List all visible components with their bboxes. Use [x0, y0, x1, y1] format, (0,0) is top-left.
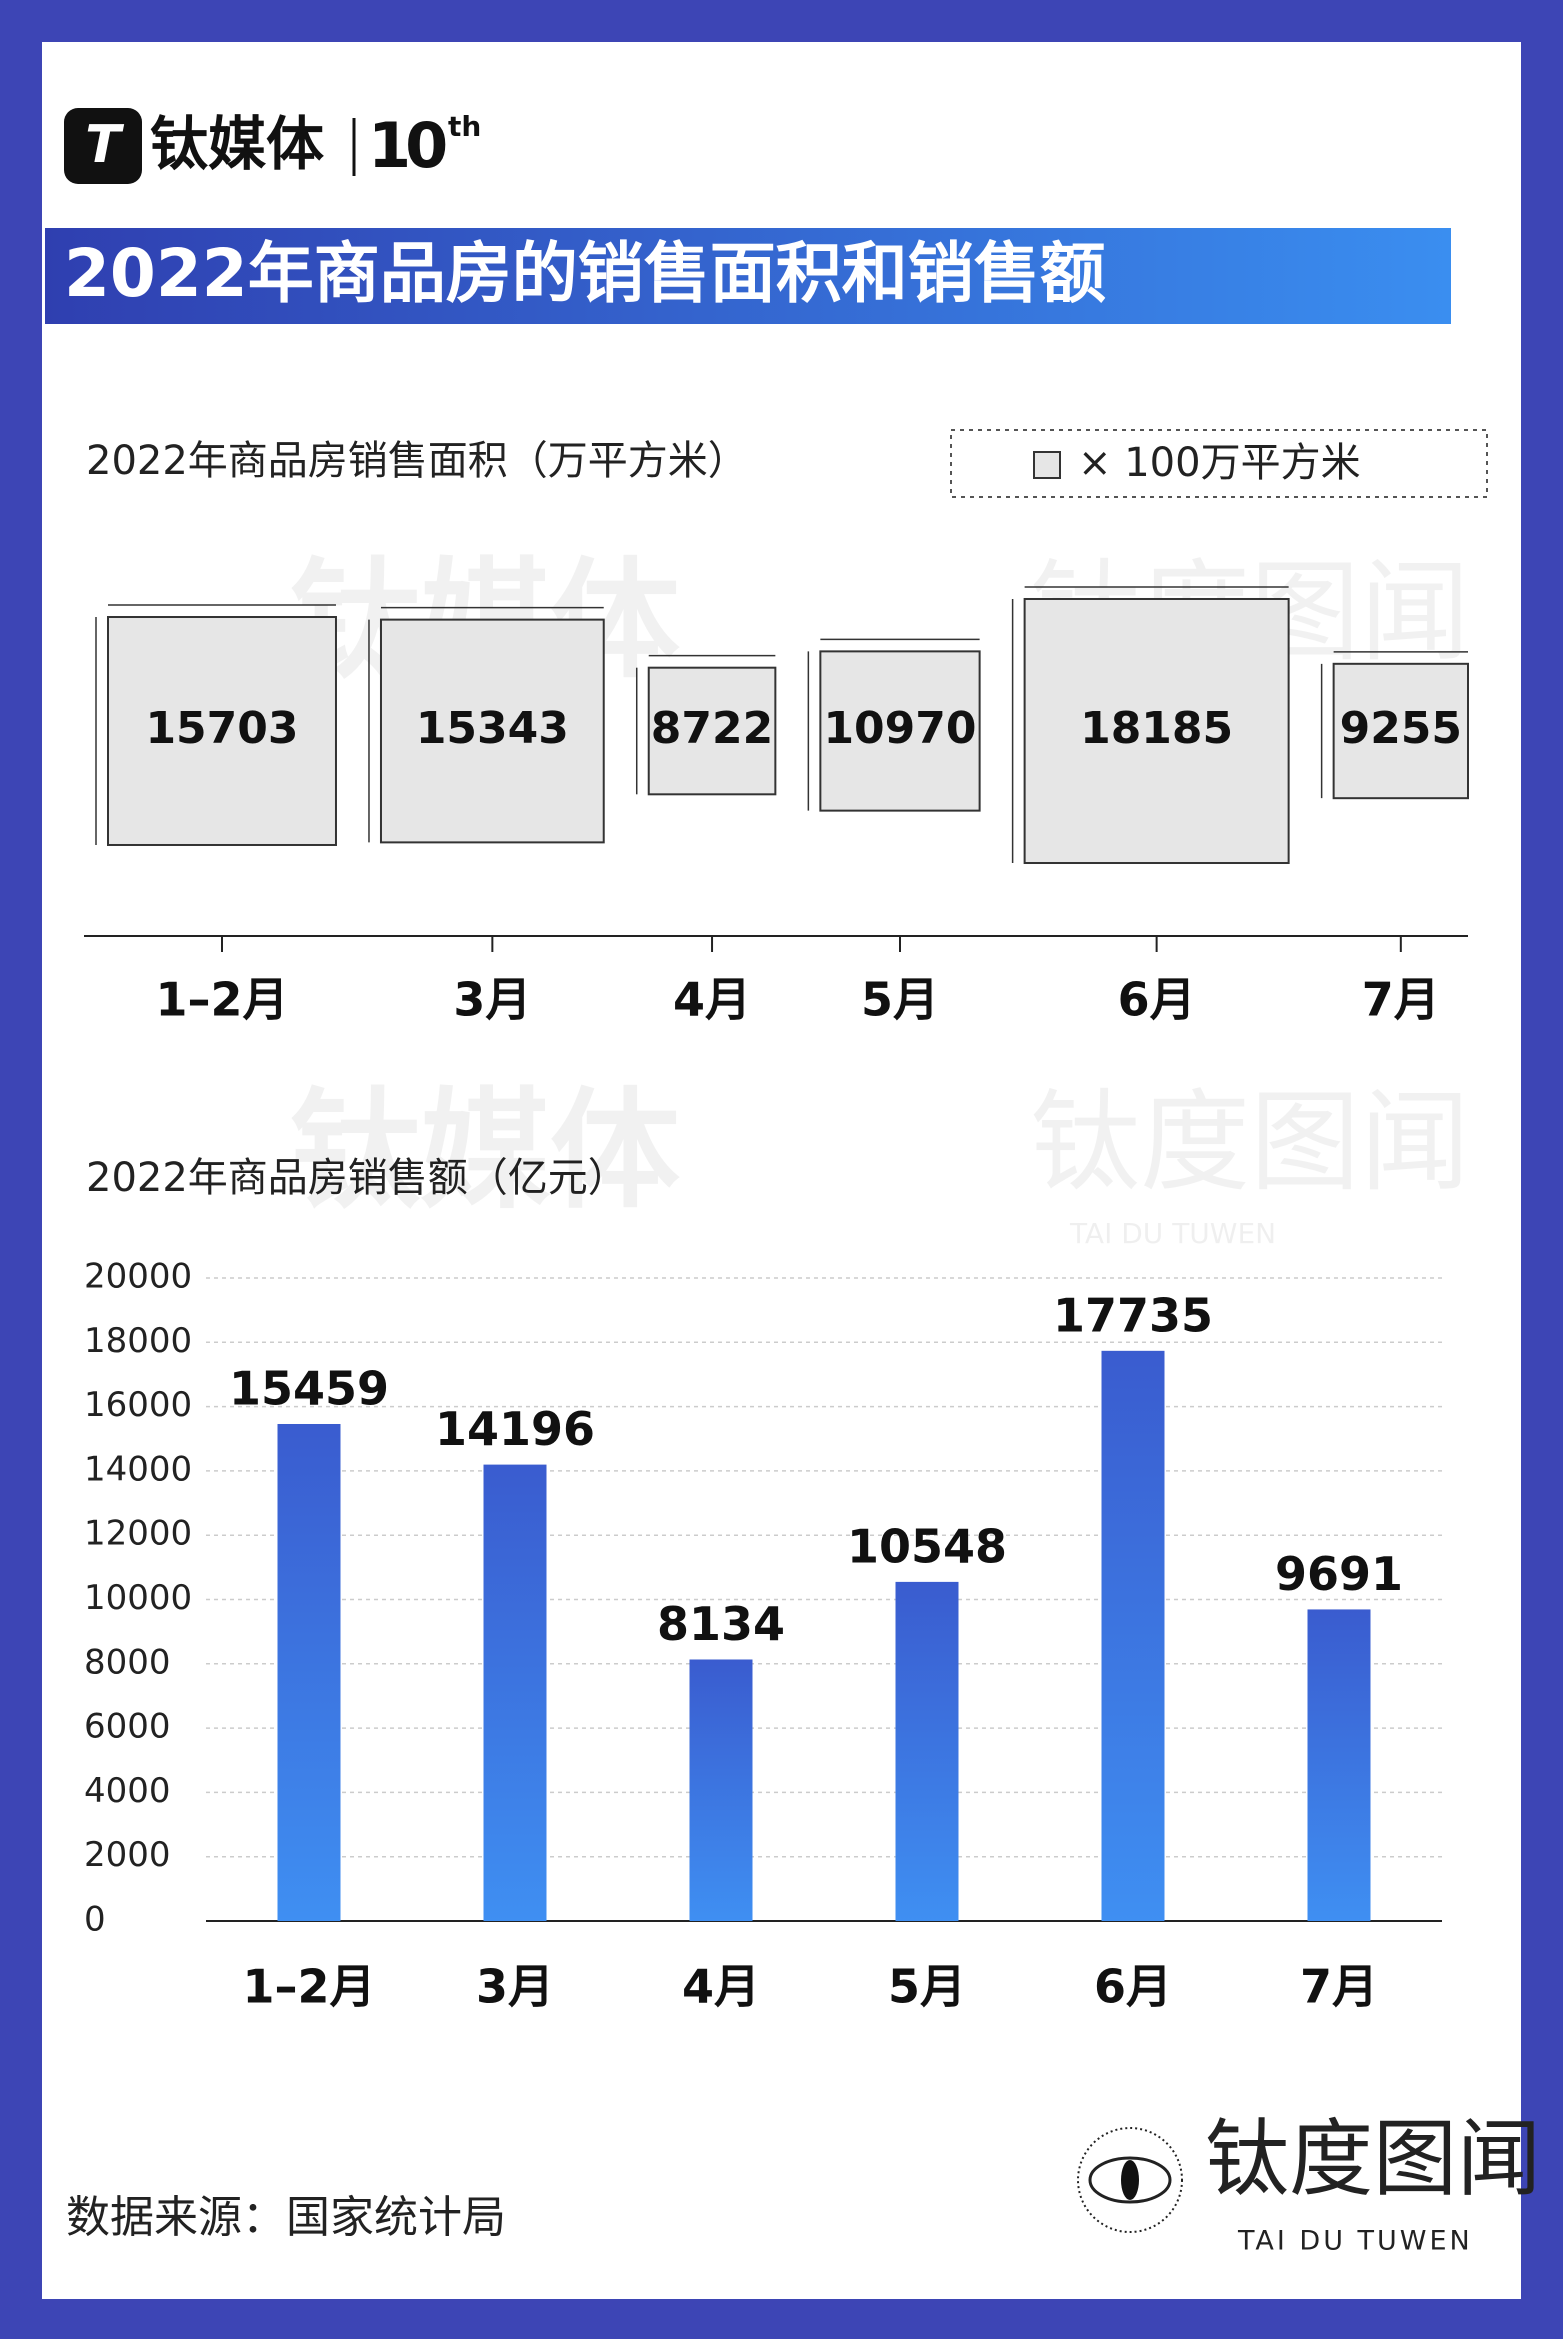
bar	[689, 1659, 753, 1921]
value-label: 8722	[651, 703, 773, 754]
value-label: 9691	[1275, 1547, 1403, 1601]
logo-anniversary: 10	[368, 109, 446, 182]
legend-swatch	[1033, 451, 1061, 479]
y-tick-label: 18000	[84, 1321, 192, 1361]
y-tick-label: 14000	[84, 1449, 192, 1489]
logo-brand: 钛媒体	[150, 110, 324, 178]
y-tick-label: 10000	[84, 1578, 192, 1618]
page-title: 2022年商品房的销售面积和销售额	[64, 235, 1106, 312]
value-label: 18185	[1080, 703, 1233, 754]
logo-ring	[1077, 2127, 1183, 2233]
watermark: TAI DU TUWEN	[1069, 1217, 1276, 1250]
logo-anniversary-suffix: th	[448, 110, 481, 143]
title-banner	[45, 228, 1451, 324]
watermark: 钛媒体	[290, 1075, 680, 1227]
chart-title: 2022年商品房销售面积（万平方米）	[86, 438, 748, 484]
x-tick-label: 3月	[453, 973, 531, 1027]
x-tick-label: 1–2月	[242, 1960, 375, 2014]
bottom-logo: 钛度图闻 TAI DU TUWEN	[1077, 2110, 1541, 2257]
logo-brand-en: TAI DU TUWEN	[1237, 2226, 1473, 2257]
bar	[1101, 1350, 1165, 1921]
value-label: 17735	[1053, 1288, 1213, 1342]
y-tick-label: 0	[84, 1900, 106, 1940]
x-tick-label: 7月	[1300, 1960, 1378, 2014]
watermark: 钛度图闻	[1030, 1078, 1470, 1206]
x-tick-label: 1–2月	[155, 973, 288, 1027]
y-tick-label: 8000	[84, 1642, 171, 1682]
value-label: 15703	[145, 703, 298, 754]
x-tick-label: 5月	[888, 1960, 966, 2014]
x-tick-label: 3月	[476, 1960, 554, 2014]
logo-eye	[1088, 2156, 1172, 2204]
legend-box	[950, 429, 1488, 498]
chart-title: 2022年商品房销售额（亿元）	[86, 1155, 628, 1201]
logo-icon-glyph: T	[85, 115, 124, 175]
value-label: 10970	[823, 703, 976, 754]
value-label: 15459	[229, 1361, 389, 1415]
bar	[277, 1423, 341, 1921]
y-tick-label: 6000	[84, 1707, 171, 1747]
x-tick-label: 4月	[682, 1960, 760, 2014]
bar	[483, 1464, 547, 1921]
square	[107, 616, 337, 846]
bar	[895, 1581, 959, 1921]
logo-brand: 钛度图闻	[1205, 2110, 1541, 2208]
value-label: 15343	[416, 703, 569, 754]
x-tick-label: 6月	[1118, 973, 1196, 1027]
logo-pupil	[1121, 2160, 1139, 2200]
legend-label: × 100万平方米	[1078, 440, 1361, 486]
logo-icon	[64, 108, 142, 184]
value-label: 9255	[1340, 703, 1462, 754]
y-tick-label: 4000	[84, 1771, 171, 1811]
bar	[1307, 1609, 1371, 1921]
square	[379, 618, 605, 844]
y-tick-label: 12000	[84, 1514, 192, 1554]
x-tick-label: 7月	[1362, 973, 1440, 1027]
square	[647, 666, 777, 796]
y-tick-label: 16000	[84, 1385, 192, 1425]
x-tick-label: 6月	[1094, 1960, 1172, 2014]
y-tick-label: 20000	[84, 1257, 192, 1297]
top-logo: T 钛媒体 10 th	[64, 108, 481, 184]
square	[1332, 662, 1470, 800]
square	[819, 650, 981, 812]
square	[1023, 597, 1290, 865]
x-tick-label: 4月	[673, 973, 751, 1027]
source: 数据来源：国家统计局	[66, 2192, 506, 2243]
panel	[42, 42, 1521, 2299]
value-label: 8134	[657, 1597, 785, 1651]
y-tick-label: 2000	[84, 1835, 171, 1875]
value-label: 10548	[847, 1519, 1007, 1573]
value-label: 14196	[435, 1402, 595, 1456]
x-tick-label: 5月	[861, 973, 939, 1027]
